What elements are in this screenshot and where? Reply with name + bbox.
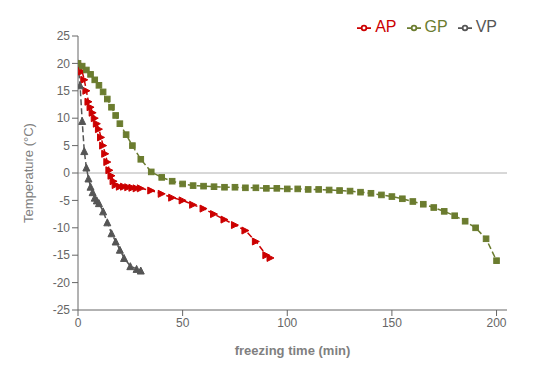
html-text:VP: VP xyxy=(475,18,497,35)
svg-text:-15: -15 xyxy=(53,248,71,262)
svg-text:0: 0 xyxy=(75,316,82,330)
svg-text:freezing time (min): freezing time (min) xyxy=(235,343,351,358)
html-text:GP: GP xyxy=(424,18,448,35)
svg-text:100: 100 xyxy=(277,316,297,330)
svg-text:-10: -10 xyxy=(53,221,71,235)
svg-text:-5: -5 xyxy=(59,194,70,208)
svg-text:15: 15 xyxy=(57,84,71,98)
svg-text:-25: -25 xyxy=(53,303,71,317)
svg-text:10: 10 xyxy=(57,111,71,125)
svg-text:5: 5 xyxy=(63,139,70,153)
svg-text:Temperature (°C): Temperature (°C) xyxy=(21,123,36,223)
svg-text:150: 150 xyxy=(382,316,402,330)
html-text:AP: AP xyxy=(375,18,397,35)
svg-text:200: 200 xyxy=(487,316,507,330)
svg-text:50: 50 xyxy=(176,316,190,330)
svg-text:25: 25 xyxy=(57,29,71,43)
svg-text:0: 0 xyxy=(63,166,70,180)
svg-text:-20: -20 xyxy=(53,276,71,290)
svg-text:20: 20 xyxy=(57,57,71,71)
